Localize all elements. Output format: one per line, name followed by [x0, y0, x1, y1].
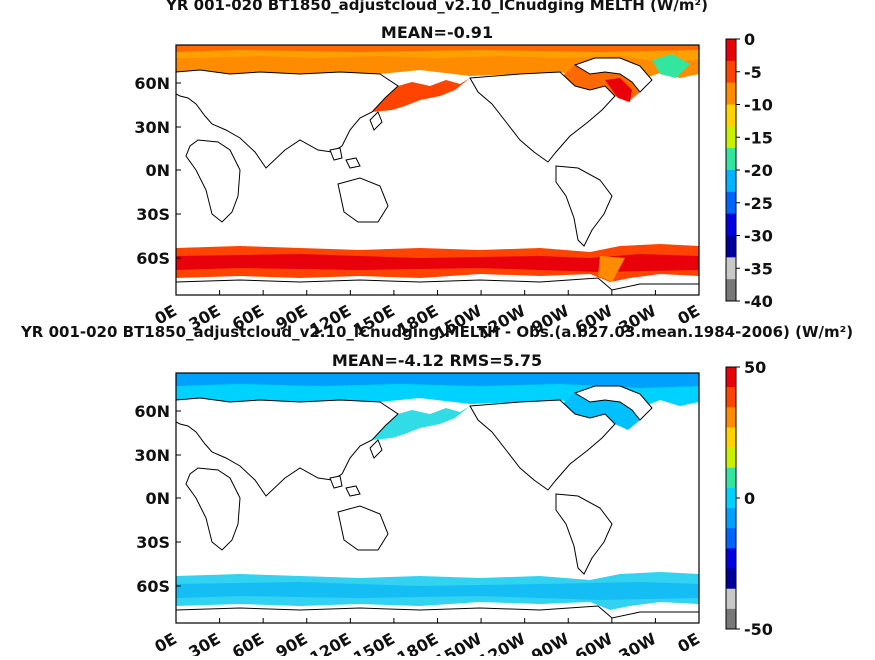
colorbar-tick-label: 50 [744, 358, 766, 377]
map-top [176, 45, 699, 295]
colorbar-swatch [726, 487, 736, 509]
colorbar-swatch [726, 568, 736, 590]
north-pacific-diff [372, 406, 470, 440]
colorbar-swatch [726, 257, 736, 280]
panel-top-title: YR 001-020 BT1850_adjustcloud_v2.10_lCnu… [165, 0, 708, 14]
lon-tick-label: 90E [272, 629, 310, 656]
panel-bottom-stats: MEAN=-4.12 RMS=5.75 [332, 351, 542, 370]
colorbar-swatch [726, 82, 736, 105]
colorbar-tick-label: 0 [744, 489, 755, 508]
colorbar-swatch [726, 407, 736, 428]
colorbar-swatch [726, 508, 736, 529]
weddell-melt [598, 256, 625, 282]
colorbar-swatch [726, 170, 736, 193]
southern-ocean-diff-core [176, 582, 699, 600]
lon-tick-label: 120E [306, 629, 354, 656]
colorbar-tick-label: -40 [744, 292, 773, 311]
colorbar-swatch [726, 427, 736, 449]
colorbar-swatch [726, 191, 736, 215]
colorbar-tick-label: -30 [744, 227, 773, 246]
colorbar-tick-label: -15 [744, 128, 773, 147]
colorbar-swatch [726, 548, 736, 570]
southern-ocean-melt-core [176, 254, 699, 272]
colorbar-swatch [726, 279, 736, 302]
lat-tick-label: 30N [134, 446, 170, 465]
colorbar-swatch [726, 148, 736, 171]
lat-tick-label: 60S [136, 577, 170, 596]
colorbar-tick-label: -35 [744, 259, 773, 278]
panel-bottom-title: YR 001-020 BT1850_adjustcloud_v2.10_lCnu… [20, 323, 853, 341]
lat-tick-label: 60S [136, 249, 170, 268]
lat-tick-label: 60N [134, 74, 170, 93]
colorbar-swatch [726, 39, 736, 62]
colorbar-tick-label: -5 [744, 63, 762, 82]
colorbar-tick-label: -50 [744, 620, 773, 639]
lon-tick-label: 30W [615, 629, 659, 656]
lat-tick-label: 0N [145, 489, 170, 508]
colorbar-swatch [726, 235, 736, 258]
colorbar-tick-label: -25 [744, 194, 773, 213]
colorbar-swatch [726, 588, 736, 610]
lat-tick-label: 30S [136, 205, 170, 224]
arctic-diff-core [176, 373, 699, 388]
lat-tick-label: 60N [134, 402, 170, 421]
lon-tick-label: 60E [229, 629, 267, 656]
colorbar-top: 0 -5 -10 -15 -20 -25 -30 -35 -40 [725, 30, 773, 311]
colorbar-tick-label: -20 [744, 161, 773, 180]
colorbar-swatch [726, 213, 736, 236]
colorbar-swatch [726, 367, 736, 388]
labrador-melt [605, 78, 632, 102]
lon-tick-label: 60W [572, 629, 616, 656]
lon-tick-label: 0E [151, 629, 180, 656]
continents-bottom [176, 385, 653, 575]
continents-top [176, 57, 653, 247]
lat-tick-label: 0N [145, 161, 170, 180]
arctic-melt-edge [176, 45, 699, 52]
lat-axis-bottom: 60N 30N 0N 30S 60S [134, 402, 181, 596]
colorbar-swatch [726, 528, 736, 549]
panel-top: YR 001-020 BT1850_adjustcloud_v2.10_lCnu… [134, 0, 773, 343]
colorbar-swatch [726, 447, 736, 469]
panel-top-mean: MEAN=-0.91 [381, 23, 493, 42]
map-bottom [176, 373, 699, 623]
greenland-sea-melt [652, 54, 690, 78]
north-pacific-melt [372, 78, 470, 112]
colorbar-swatch [726, 126, 736, 149]
colorbar-swatch [726, 60, 736, 84]
lon-tick-label: 90W [528, 629, 572, 656]
lat-tick-label: 30S [136, 533, 170, 552]
colorbar-bottom: 50 0 -50 [725, 358, 773, 639]
lat-axis-top: 60N 30N 0N 30S 60S [134, 74, 181, 268]
colorbar-swatch [726, 467, 736, 489]
lat-tick-label: 30N [134, 118, 170, 137]
lon-tick-label: 30E [185, 629, 223, 656]
colorbar-swatch [726, 608, 736, 630]
lon-tick-label: 0E [674, 629, 703, 656]
lon-tick-label: 150E [350, 629, 398, 656]
colorbar-swatch [726, 387, 736, 408]
panel-bottom: YR 001-020 BT1850_adjustcloud_v2.10_lCnu… [20, 323, 853, 660]
colorbar-swatch [726, 104, 736, 127]
colorbar-tick-label: 0 [744, 30, 755, 49]
colorbar-tick-label: -10 [744, 96, 773, 115]
